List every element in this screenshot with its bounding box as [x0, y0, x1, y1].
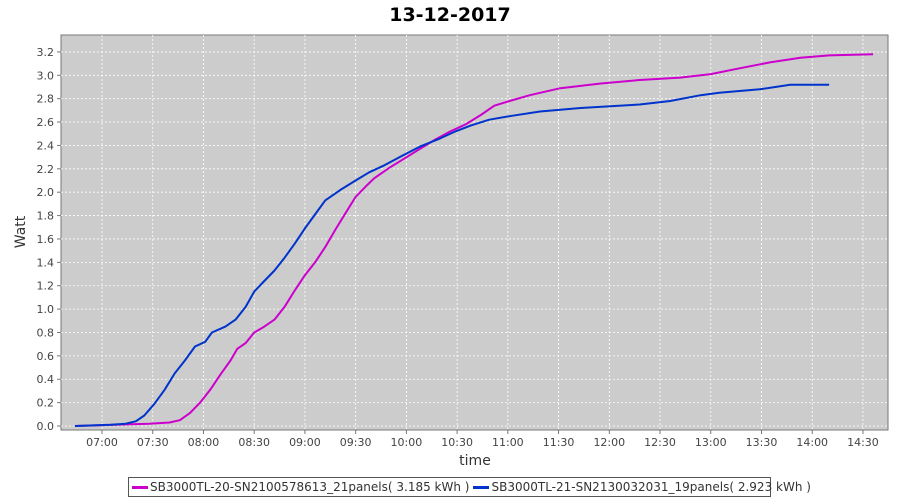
x-tick-label: 09:00 — [289, 436, 321, 449]
x-tick-label: 10:00 — [391, 436, 423, 449]
x-tick-label: 07:30 — [137, 436, 169, 449]
y-tick-label: 0.2 — [37, 397, 55, 410]
series-line-2 — [74, 83, 830, 427]
y-tick-label: 3.2 — [37, 46, 55, 59]
plot-area — [60, 34, 889, 431]
legend-swatch — [473, 485, 490, 489]
x-tick-label: 10:30 — [441, 436, 473, 449]
x-tick-label: 12:30 — [644, 436, 676, 449]
x-tick-label: 13:00 — [695, 436, 727, 449]
y-tick-label: 1.0 — [37, 303, 55, 316]
y-tick-label: 1.6 — [37, 233, 55, 246]
y-tick-label: 0.4 — [37, 373, 55, 386]
series-lines — [74, 53, 874, 427]
legend-item-series-2: SB3000TL-21-SN2130032031_19panels( 2.923… — [473, 480, 811, 494]
legend-swatch — [132, 485, 148, 489]
x-tick-label: 12:00 — [593, 436, 625, 449]
y-tick-label: 2.0 — [37, 186, 55, 199]
legend-item-series-1: SB3000TL-20-SN2100578613_21panels( 3.185… — [132, 480, 469, 494]
grid — [61, 35, 888, 430]
x-tick-label: 14:00 — [796, 436, 828, 449]
y-tick-label: 1.2 — [37, 280, 55, 293]
x-tick-label: 11:30 — [543, 436, 575, 449]
y-tick-label: 2.6 — [37, 116, 55, 129]
y-tick-label: 0.6 — [37, 350, 55, 363]
legend: SB3000TL-20-SN2100578613_21panels( 3.185… — [128, 477, 811, 497]
y-axis-label: Watt — [13, 215, 29, 248]
x-tick-label: 14:30 — [847, 436, 879, 449]
legend-label: SB3000TL-20-SN2100578613_21panels( 3.185… — [150, 480, 470, 494]
legend-label: SB3000TL-21-SN2130032031_19panels( 2.923… — [491, 480, 811, 494]
y-tick-label: 3.0 — [37, 69, 55, 82]
x-tick-label: 08:30 — [238, 436, 270, 449]
x-tick-label: 09:30 — [340, 436, 372, 449]
x-tick-label: 11:00 — [492, 436, 524, 449]
x-axis-label: time — [459, 453, 491, 469]
y-tick-label: 2.4 — [37, 139, 55, 152]
y-tick-label: 0.8 — [37, 326, 55, 339]
x-axis: 07:00 07:30 08:00 08:30 09:00 09:30 10:00 10:30… — [86, 430, 879, 449]
y-axis: 0.0 0.2 0.4 0.6 0.8 1.0 1.2 1.4 1.6 1.8 2.0 2.2 2.4 2… — [37, 46, 61, 433]
chart-title: 13-12-2017 — [389, 4, 511, 26]
x-tick-label: 07:00 — [86, 436, 118, 449]
y-tick-label: 1.8 — [37, 210, 55, 223]
x-tick-label: 08:00 — [188, 436, 220, 449]
x-tick-label: 13:30 — [746, 436, 778, 449]
series-line-1 — [74, 53, 874, 427]
y-tick-label: 1.4 — [37, 256, 55, 269]
y-tick-label: 0.0 — [37, 420, 55, 433]
y-tick-label: 2.2 — [37, 163, 55, 176]
y-tick-label: 2.8 — [37, 93, 55, 106]
